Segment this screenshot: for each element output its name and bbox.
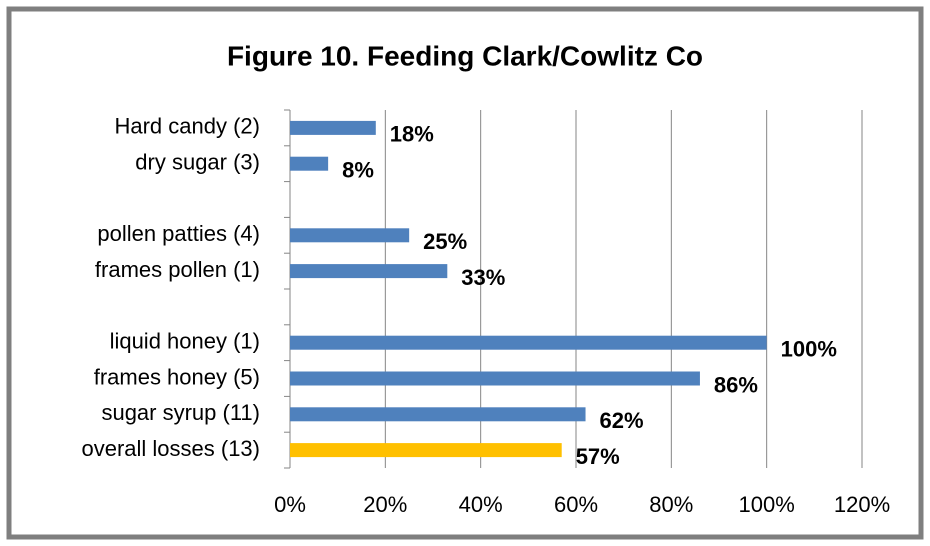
y-tick-label: frames pollen (1) [95, 257, 260, 282]
data-label: 18% [390, 122, 434, 147]
data-label: 33% [461, 265, 505, 290]
data-label: 86% [714, 372, 758, 397]
bar [290, 407, 586, 422]
bar [290, 228, 410, 243]
x-tick-label: 120% [834, 492, 890, 517]
y-tick-label: sugar syrup (11) [101, 400, 260, 425]
x-tick-label: 60% [554, 492, 598, 517]
y-tick-label: frames honey (5) [94, 364, 260, 389]
data-label: 100% [781, 337, 837, 362]
bar [290, 371, 700, 386]
x-tick-label: 20% [363, 492, 407, 517]
x-tick-label: 80% [649, 492, 693, 517]
bar [290, 443, 562, 458]
y-tick-label: liquid honey (1) [110, 329, 260, 354]
y-tick-label: pollen patties (4) [97, 221, 260, 246]
bar [290, 335, 767, 350]
bar [290, 120, 376, 135]
data-label: 25% [423, 229, 467, 254]
x-tick-label: 40% [459, 492, 503, 517]
y-tick-label: overall losses (13) [81, 436, 260, 461]
chart-title: Figure 10. Feeding Clark/Cowlitz Co [227, 40, 703, 71]
bar [290, 156, 329, 171]
bar [290, 264, 448, 279]
data-label: 57% [576, 444, 620, 469]
y-tick-label: Hard candy (2) [114, 114, 260, 139]
data-label: 8% [342, 158, 374, 183]
x-tick-label: 100% [739, 492, 795, 517]
data-label: 62% [600, 408, 644, 433]
x-tick-label: 0% [274, 492, 306, 517]
y-tick-label: dry sugar (3) [135, 150, 260, 175]
